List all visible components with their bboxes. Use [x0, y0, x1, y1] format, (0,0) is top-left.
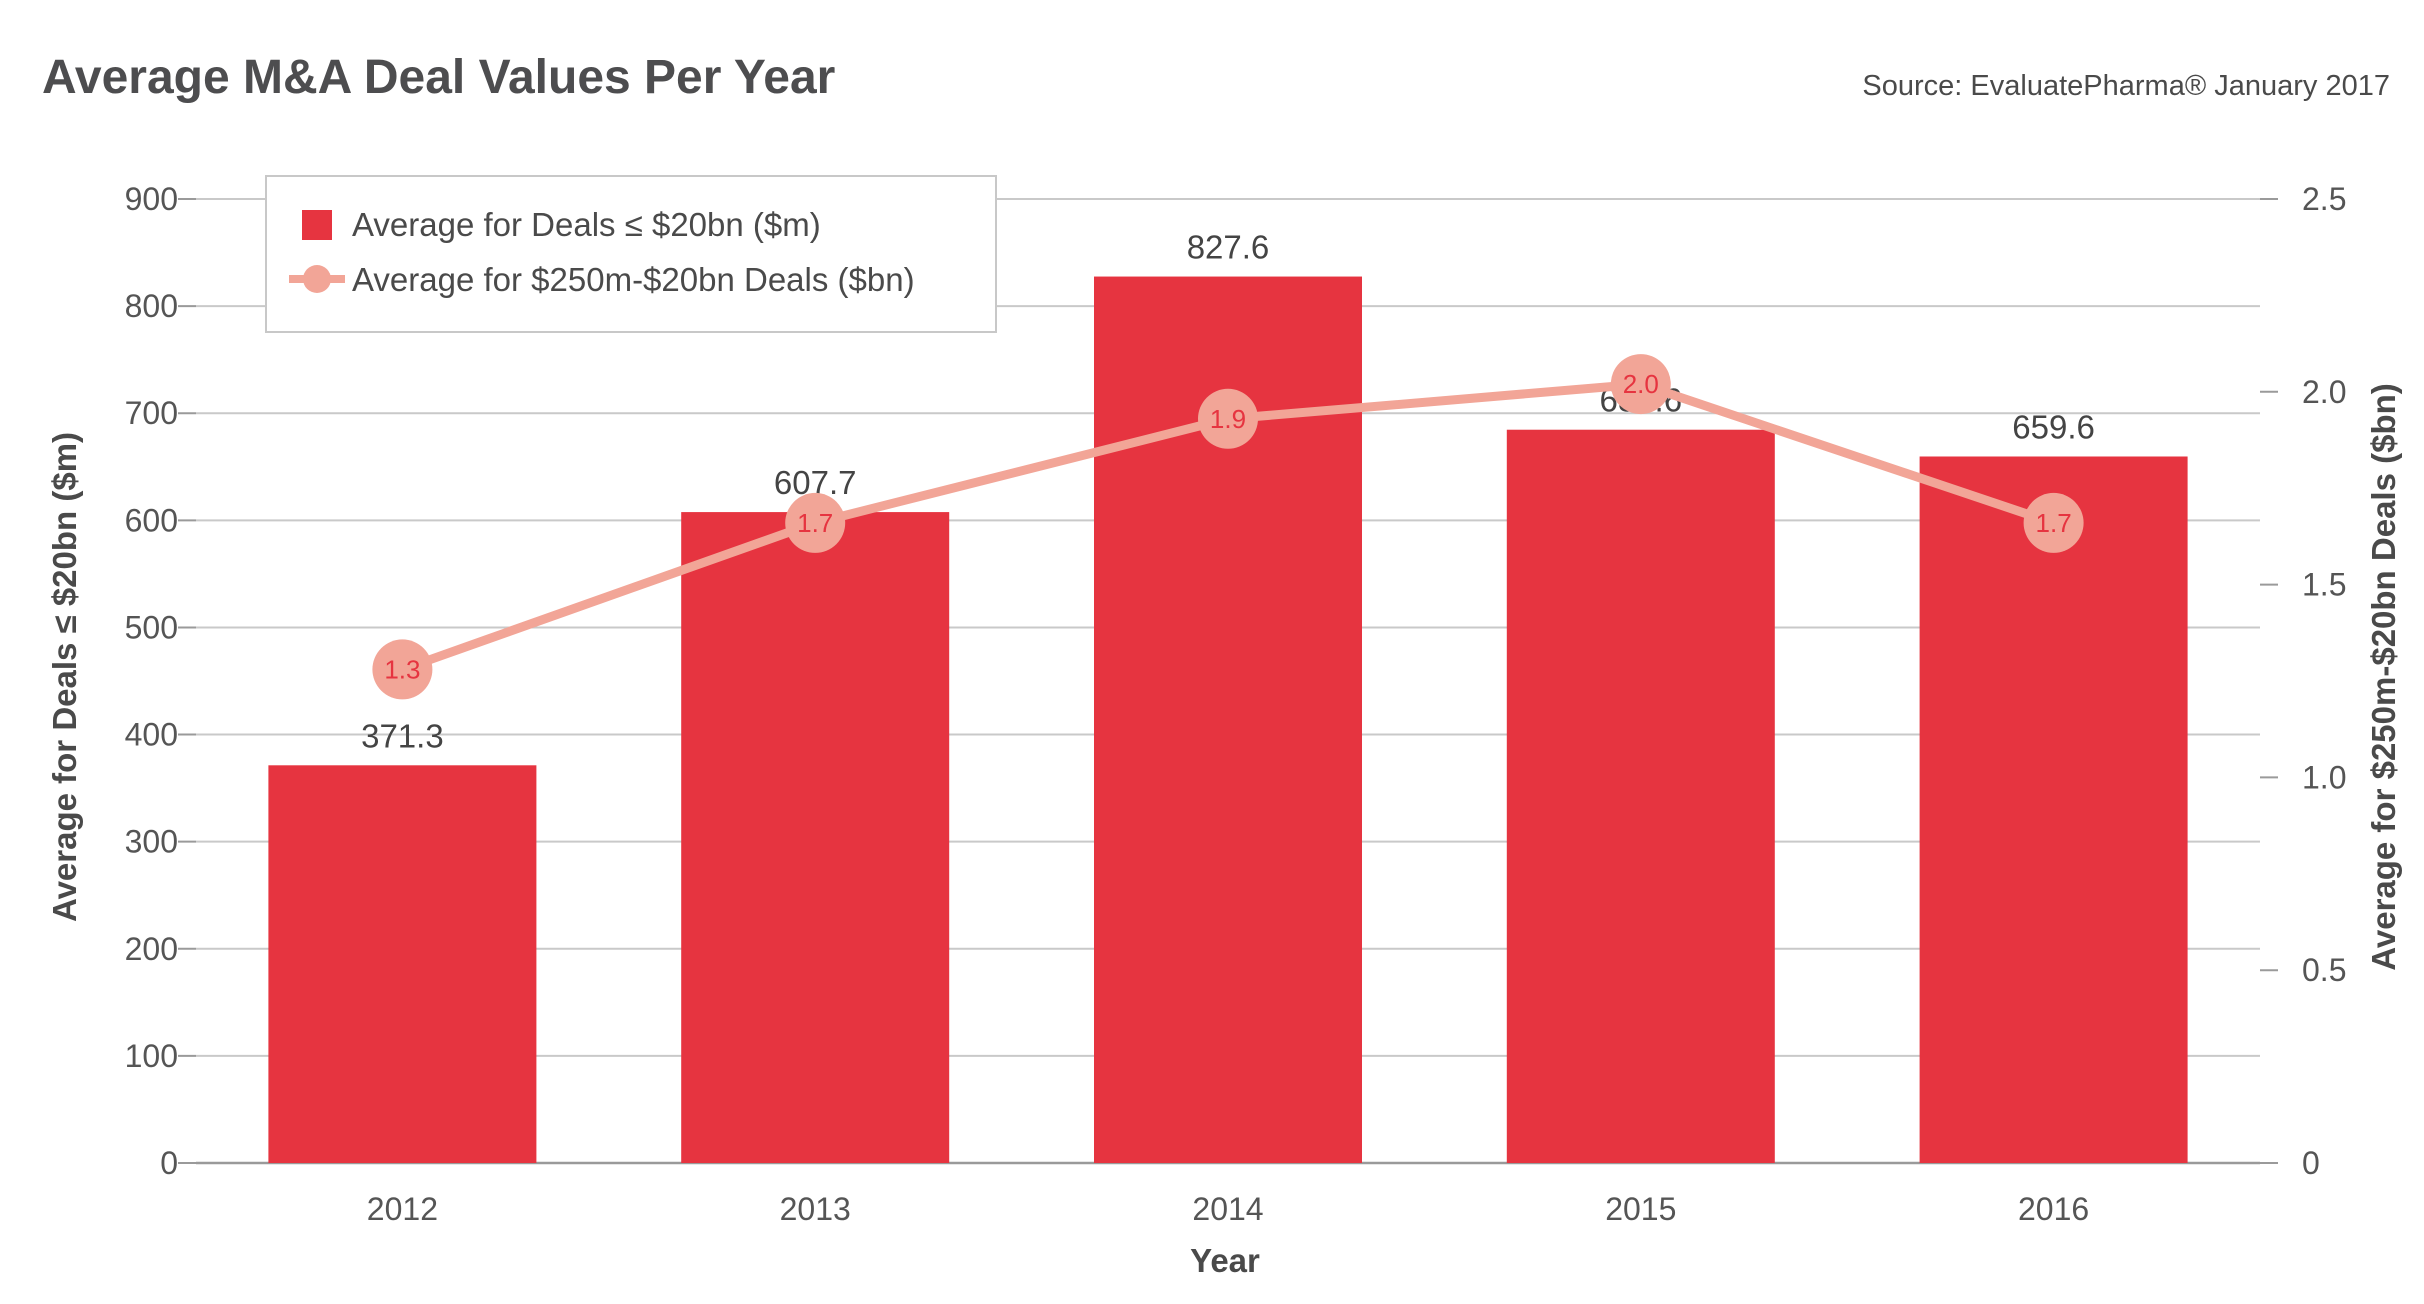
y2-axis-ticks: 0 0.5 1.0 1.5 2.0 2.5 [2260, 181, 2346, 1181]
line-point-label: 1.7 [2036, 508, 2072, 538]
line-point [372, 639, 433, 700]
y-tick-label: 700 [125, 395, 178, 431]
line-point [2023, 492, 2084, 553]
legend-bar-swatch [302, 210, 332, 240]
legend: Average for Deals ≤ $20bn ($m) Average f… [265, 175, 997, 333]
y-tick-label: 900 [125, 181, 178, 217]
x-tick-label: 2016 [2018, 1191, 2089, 1227]
legend-bar-label: Average for Deals ≤ $20bn ($m) [352, 206, 821, 243]
bar-value-label: 371.3 [361, 717, 444, 754]
legend-box [265, 175, 997, 333]
legend-line-marker [303, 265, 331, 293]
line-point [1198, 388, 1258, 449]
y-tick-label: 0 [160, 1145, 178, 1181]
line-point-label: 1.9 [1210, 404, 1246, 434]
bar-series [268, 276, 2188, 1163]
y-tick-label: 300 [125, 824, 178, 860]
y2-tick-label: 1.0 [2302, 759, 2346, 795]
line-point [785, 492, 846, 553]
line-point-label: 1.3 [384, 654, 420, 684]
y2-tick-label: 0 [2302, 1145, 2320, 1181]
bar [268, 765, 537, 1163]
y-tick-label: 500 [125, 609, 178, 645]
line-series: 1.3 1.7 1.9 2.0 1.7 [372, 354, 2084, 700]
bar [681, 512, 950, 1163]
y2-tick-label: 2.5 [2302, 181, 2346, 217]
line-point-label: 2.0 [1623, 369, 1659, 399]
y-tick-label: 100 [125, 1038, 178, 1074]
y2-tick-label: 1.5 [2302, 567, 2346, 603]
y-tick-label: 600 [125, 502, 178, 538]
y2-tick-label: 2.0 [2302, 374, 2346, 410]
x-tick-label: 2013 [780, 1191, 851, 1227]
bar [1506, 429, 1775, 1163]
bar [1919, 456, 2188, 1163]
y-axis-ticks: 0 100 200 300 400 500 600 700 800 900 [125, 181, 196, 1181]
x-tick-label: 2014 [1192, 1191, 1263, 1227]
y2-tick-label: 0.5 [2302, 952, 2346, 988]
y2-axis-label: Average for $250m-$20bn Deals ($bn) [2365, 383, 2402, 971]
line-point-label: 1.7 [797, 508, 833, 538]
y-tick-label: 800 [125, 288, 178, 324]
x-tick-label: 2012 [367, 1191, 438, 1227]
x-axis-ticks: 2012 2013 2014 2015 2016 [367, 1191, 2089, 1227]
y-tick-label: 200 [125, 931, 178, 967]
y-axis-label: Average for Deals ≤ $20bn ($m) [46, 432, 83, 922]
bar-value-label: 827.6 [1187, 229, 1270, 266]
line-point [1610, 354, 1671, 415]
y-tick-label: 400 [125, 717, 178, 753]
x-tick-label: 2015 [1605, 1191, 1676, 1227]
bar-value-label: 659.6 [2012, 408, 2095, 445]
x-axis-label: Year [1190, 1242, 1260, 1279]
chart-title: Average M&A Deal Values Per Year [42, 51, 835, 104]
legend-line-label: Average for $250m-$20bn Deals ($bn) [352, 261, 915, 298]
chart-source: Source: EvaluatePharma® January 2017 [1862, 70, 2390, 102]
